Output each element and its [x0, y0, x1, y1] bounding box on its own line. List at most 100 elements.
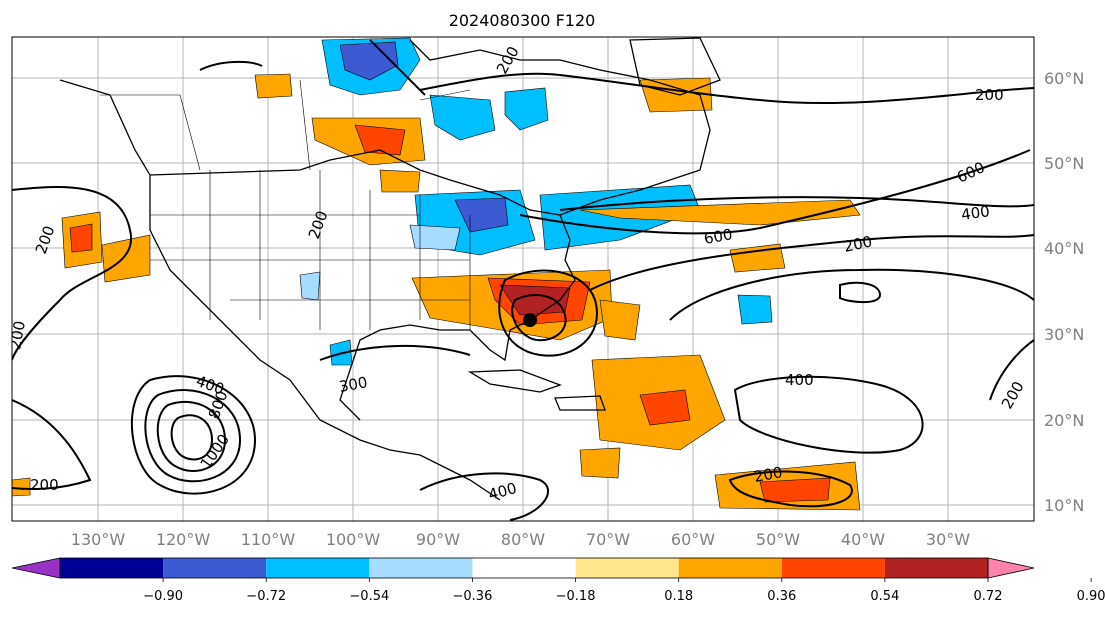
contour-bermuda [839, 281, 882, 304]
coastline-greenland [629, 37, 721, 96]
map-frame [11, 36, 1035, 522]
state-borders [100, 79, 471, 330]
longitude-label: 100°W [326, 530, 381, 549]
colorbar-segment [266, 558, 370, 578]
colorbar-segment [163, 558, 267, 578]
colorbar-extend-low [11, 557, 61, 579]
latitude-label: 30°N [1044, 325, 1084, 344]
longitude-label: 90°W [416, 530, 460, 549]
shade-positive-mid-atl [729, 243, 786, 273]
colorbar-segment [369, 558, 473, 578]
contour-200-southwest [12, 399, 92, 491]
colorbar-tick-label: −0.72 [246, 589, 286, 604]
contour-label-layer: 200 200 600 400 200 600 200 200 400 800 … [6, 43, 1028, 504]
longitude-label: 110°W [241, 530, 296, 549]
shade-positive-bermuda [599, 299, 641, 341]
longitude-label: 80°W [501, 530, 545, 549]
shade-positive-sw-corner [12, 477, 31, 497]
colorbar-tick-label: −0.36 [453, 589, 493, 604]
contour-label: 200 [30, 476, 59, 494]
contour-label: 200 [753, 463, 784, 486]
longitude-label: 50°W [756, 530, 800, 549]
contour-low-1000 [170, 414, 214, 461]
contour-300-gulf [319, 344, 471, 361]
shade-positive-nw [254, 73, 293, 99]
colorbar-tick-label: −0.90 [143, 589, 183, 604]
colorbar-tick-label: 0.18 [664, 589, 693, 604]
contour-low-800 [156, 400, 227, 472]
coastline-hispaniola [554, 395, 606, 411]
contour-east-loop [669, 268, 1034, 321]
shade-positive-canada-core [354, 124, 406, 156]
shade-negative-labrador [504, 87, 549, 131]
shade-positive-labrador [639, 77, 713, 113]
shade-negative-midatl [409, 224, 461, 251]
longitude-label: 120°W [156, 530, 211, 549]
colorbar-tick-label: 0.72 [974, 589, 1003, 604]
shade-negative-sw [299, 271, 321, 301]
cyclone-center-marker [523, 313, 537, 327]
shade-positive-caribbean-core [639, 389, 691, 426]
contour-label: 400 [785, 371, 814, 389]
contour-400-south [419, 472, 550, 521]
contour-low-outer [130, 375, 257, 495]
contour-nw-small [199, 60, 263, 71]
map-panel: 200 200 600 400 200 600 200 200 400 800 … [6, 37, 1034, 521]
contour-label: 200 [6, 319, 29, 350]
shade-negative-quebec [429, 94, 496, 141]
contour-lines [12, 39, 1034, 521]
colorbar-segment [575, 558, 679, 578]
latitude-label: 50°N [1044, 154, 1084, 173]
contour-low-400 [144, 389, 242, 483]
contour-label: 600 [703, 225, 734, 248]
longitude-label: 40°W [841, 530, 885, 549]
shade-positive-tropics-core [759, 477, 831, 503]
latitude-labels: 60°N 50°N 40°N 30°N 20°N 10°N [1044, 69, 1084, 515]
coastline-cuba [467, 369, 562, 393]
contour-200-east-vert [989, 339, 1034, 401]
contour-label: 300 [338, 373, 369, 396]
colorbar-tick-label: 0.36 [767, 589, 796, 604]
shade-positive-windward [579, 447, 621, 479]
latitude-label: 60°N [1044, 69, 1084, 88]
colorbar-tick-label: −0.54 [349, 589, 389, 604]
latitude-label: 10°N [1044, 496, 1084, 515]
contour-label: 200 [842, 232, 874, 256]
contour-hudson [369, 39, 426, 96]
contour-label: 200 [975, 86, 1004, 104]
colorbar: −0.90 −0.72 −0.54 −0.36 −0.18 0.18 0.36 0.54 0.7… [11, 557, 1105, 604]
colorbar-tick-label: 0.54 [870, 589, 899, 604]
contour-se-cyclone [498, 269, 598, 357]
longitude-label: 130°W [71, 530, 126, 549]
longitude-label: 30°W [926, 530, 970, 549]
colorbar-segment [781, 558, 885, 578]
contour-400-east [733, 375, 924, 454]
contour-200-north [419, 72, 1034, 104]
shade-negative-central-atl [737, 294, 773, 325]
colorbar-extend-high [987, 557, 1035, 579]
contour-200-south [728, 470, 853, 508]
colorbar-segment [472, 558, 576, 578]
colorbar-segment [60, 558, 164, 578]
shade-positive-plains [379, 169, 421, 193]
longitude-label: 60°W [671, 530, 715, 549]
contour-400-atlantic [559, 196, 1034, 211]
colorbar-tick-label: 0.90 [1077, 589, 1105, 604]
shade-negative-lakes-core [454, 197, 509, 233]
shade-negative-hudson-core [339, 41, 399, 81]
latitude-label: 40°N [1044, 239, 1084, 258]
colorbar-outline [59, 557, 989, 579]
shade-positive-calif [101, 234, 151, 283]
contour-se-cyclone-inner [511, 294, 567, 342]
shade-positive-ne-atl [579, 199, 861, 226]
longitude-label: 70°W [586, 530, 630, 549]
shade-positive-pacific-core [69, 223, 93, 253]
contour-200-central [589, 234, 1034, 291]
colorbar-segment [884, 558, 988, 578]
contour-200-west [12, 185, 133, 361]
latitude-label: 20°N [1044, 411, 1084, 430]
contour-label: 400 [960, 202, 991, 224]
longitude-labels: 130°W 120°W 110°W 100°W 90°W 80°W 70°W 60°W 50°W… [71, 530, 970, 549]
colorbar-tick-label: −0.18 [556, 589, 596, 604]
